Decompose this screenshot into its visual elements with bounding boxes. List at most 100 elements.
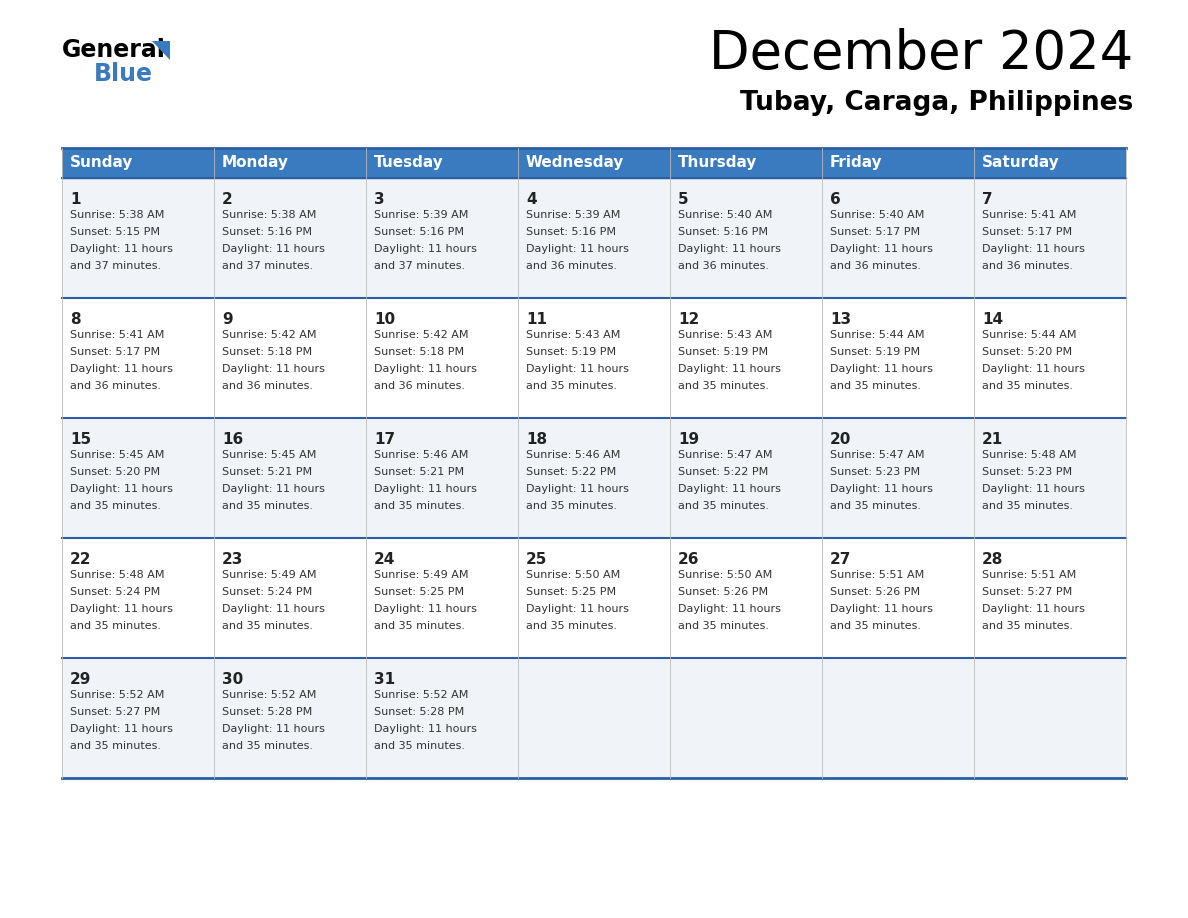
Text: Sunset: 5:23 PM: Sunset: 5:23 PM	[830, 467, 921, 477]
Bar	[214, 298, 366, 418]
Bar	[670, 658, 822, 778]
Text: Daylight: 11 hours: Daylight: 11 hours	[70, 244, 173, 254]
Text: Daylight: 11 hours: Daylight: 11 hours	[222, 484, 324, 494]
Bar	[214, 538, 366, 658]
Bar	[822, 148, 974, 178]
Bar	[974, 658, 1126, 778]
Text: Sunrise: 5:51 AM: Sunrise: 5:51 AM	[830, 570, 924, 580]
Text: Daylight: 11 hours: Daylight: 11 hours	[374, 724, 476, 734]
Text: and 37 minutes.: and 37 minutes.	[374, 261, 466, 271]
Text: Sunset: 5:19 PM: Sunset: 5:19 PM	[526, 347, 617, 357]
Bar	[670, 148, 822, 178]
Text: Daylight: 11 hours: Daylight: 11 hours	[222, 244, 324, 254]
Text: and 35 minutes.: and 35 minutes.	[526, 501, 617, 511]
Text: 27: 27	[830, 552, 852, 567]
Bar	[62, 148, 214, 178]
Text: Daylight: 11 hours: Daylight: 11 hours	[982, 604, 1085, 614]
Text: and 35 minutes.: and 35 minutes.	[830, 621, 921, 631]
Text: and 35 minutes.: and 35 minutes.	[678, 501, 769, 511]
Text: Sunrise: 5:50 AM: Sunrise: 5:50 AM	[678, 570, 772, 580]
Text: 20: 20	[830, 432, 852, 447]
Text: Daylight: 11 hours: Daylight: 11 hours	[526, 484, 628, 494]
Text: Daylight: 11 hours: Daylight: 11 hours	[526, 364, 628, 374]
Text: 15: 15	[70, 432, 91, 447]
Text: and 35 minutes.: and 35 minutes.	[982, 381, 1073, 391]
Text: Daylight: 11 hours: Daylight: 11 hours	[222, 364, 324, 374]
Text: Sunset: 5:27 PM: Sunset: 5:27 PM	[982, 587, 1073, 597]
Text: Sunrise: 5:51 AM: Sunrise: 5:51 AM	[982, 570, 1076, 580]
Bar	[62, 298, 214, 418]
Text: Daylight: 11 hours: Daylight: 11 hours	[70, 724, 173, 734]
Text: Daylight: 11 hours: Daylight: 11 hours	[982, 244, 1085, 254]
Text: Sunrise: 5:52 AM: Sunrise: 5:52 AM	[222, 690, 316, 700]
Bar	[974, 538, 1126, 658]
Text: and 35 minutes.: and 35 minutes.	[222, 741, 312, 751]
Text: 12: 12	[678, 312, 700, 327]
Text: Sunset: 5:21 PM: Sunset: 5:21 PM	[222, 467, 312, 477]
Text: 19: 19	[678, 432, 699, 447]
Text: Sunset: 5:26 PM: Sunset: 5:26 PM	[678, 587, 769, 597]
Text: and 36 minutes.: and 36 minutes.	[526, 261, 617, 271]
Text: 5: 5	[678, 192, 689, 207]
Text: 13: 13	[830, 312, 851, 327]
Text: Daylight: 11 hours: Daylight: 11 hours	[374, 484, 476, 494]
Text: Daylight: 11 hours: Daylight: 11 hours	[982, 364, 1085, 374]
Text: Sunset: 5:20 PM: Sunset: 5:20 PM	[982, 347, 1072, 357]
Text: Sunrise: 5:44 AM: Sunrise: 5:44 AM	[982, 330, 1076, 340]
Text: Sunset: 5:16 PM: Sunset: 5:16 PM	[678, 227, 767, 237]
Text: and 36 minutes.: and 36 minutes.	[982, 261, 1073, 271]
Text: Daylight: 11 hours: Daylight: 11 hours	[222, 604, 324, 614]
Text: Sunset: 5:21 PM: Sunset: 5:21 PM	[374, 467, 465, 477]
Text: Sunset: 5:17 PM: Sunset: 5:17 PM	[70, 347, 160, 357]
Text: Daylight: 11 hours: Daylight: 11 hours	[70, 484, 173, 494]
Bar	[974, 148, 1126, 178]
Text: Tuesday: Tuesday	[374, 155, 444, 171]
Bar	[518, 148, 670, 178]
Bar	[366, 658, 518, 778]
Text: and 35 minutes.: and 35 minutes.	[982, 621, 1073, 631]
Text: Sunrise: 5:42 AM: Sunrise: 5:42 AM	[222, 330, 316, 340]
Text: Sunrise: 5:52 AM: Sunrise: 5:52 AM	[70, 690, 164, 700]
Text: Sunset: 5:17 PM: Sunset: 5:17 PM	[830, 227, 921, 237]
Text: Sunset: 5:26 PM: Sunset: 5:26 PM	[830, 587, 921, 597]
Text: and 35 minutes.: and 35 minutes.	[70, 741, 162, 751]
Text: 8: 8	[70, 312, 81, 327]
Text: and 36 minutes.: and 36 minutes.	[830, 261, 921, 271]
Text: and 35 minutes.: and 35 minutes.	[374, 741, 465, 751]
Bar	[366, 298, 518, 418]
Text: Sunrise: 5:48 AM: Sunrise: 5:48 AM	[70, 570, 164, 580]
Text: and 35 minutes.: and 35 minutes.	[222, 621, 312, 631]
Text: Daylight: 11 hours: Daylight: 11 hours	[526, 604, 628, 614]
Text: 2: 2	[222, 192, 233, 207]
Text: 31: 31	[374, 672, 396, 687]
Bar	[214, 658, 366, 778]
Bar	[822, 538, 974, 658]
Text: Sunrise: 5:50 AM: Sunrise: 5:50 AM	[526, 570, 620, 580]
Text: Sunset: 5:27 PM: Sunset: 5:27 PM	[70, 707, 160, 717]
Bar	[822, 658, 974, 778]
Bar	[214, 418, 366, 538]
Text: Sunrise: 5:46 AM: Sunrise: 5:46 AM	[526, 450, 620, 460]
Text: and 35 minutes.: and 35 minutes.	[830, 501, 921, 511]
Text: Sunset: 5:16 PM: Sunset: 5:16 PM	[222, 227, 312, 237]
Text: Daylight: 11 hours: Daylight: 11 hours	[526, 244, 628, 254]
Text: Sunset: 5:25 PM: Sunset: 5:25 PM	[526, 587, 617, 597]
Text: 17: 17	[374, 432, 396, 447]
Text: Daylight: 11 hours: Daylight: 11 hours	[678, 484, 781, 494]
Text: Daylight: 11 hours: Daylight: 11 hours	[830, 604, 933, 614]
Text: Daylight: 11 hours: Daylight: 11 hours	[678, 244, 781, 254]
Text: Daylight: 11 hours: Daylight: 11 hours	[830, 364, 933, 374]
Text: and 35 minutes.: and 35 minutes.	[70, 501, 162, 511]
Text: Daylight: 11 hours: Daylight: 11 hours	[678, 364, 781, 374]
Text: Sunset: 5:15 PM: Sunset: 5:15 PM	[70, 227, 160, 237]
Text: Sunrise: 5:44 AM: Sunrise: 5:44 AM	[830, 330, 924, 340]
Text: and 35 minutes.: and 35 minutes.	[70, 621, 162, 631]
Text: 21: 21	[982, 432, 1003, 447]
Text: 3: 3	[374, 192, 385, 207]
Text: 23: 23	[222, 552, 244, 567]
Text: Sunset: 5:18 PM: Sunset: 5:18 PM	[374, 347, 465, 357]
Text: Blue: Blue	[94, 62, 153, 86]
Text: Sunrise: 5:39 AM: Sunrise: 5:39 AM	[374, 210, 468, 220]
Text: 6: 6	[830, 192, 841, 207]
Text: Wednesday: Wednesday	[526, 155, 625, 171]
